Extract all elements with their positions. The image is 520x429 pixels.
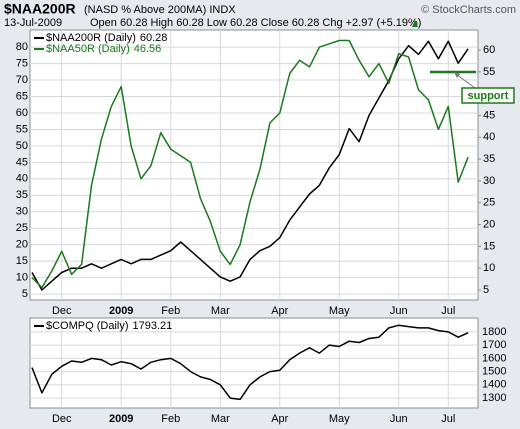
plots: Dec 2009 Feb Mar Apr May Jun Jul 5 10 15 20 25 30 35 40… <box>16 29 506 425</box>
y2-tick-label: 35 <box>483 153 495 165</box>
x-tick-label: Jul <box>441 305 455 317</box>
y-tick-label: 70 <box>16 74 28 86</box>
x-tick-label: Jun <box>390 305 408 317</box>
y-tick-label: 1800 <box>482 326 506 338</box>
y-tick-label: 1400 <box>482 379 506 391</box>
chart-title: $NAA200R <box>4 1 76 17</box>
legend-value: 46.56 <box>134 43 162 55</box>
legend-label: $NAA50R (Daily) <box>46 43 130 55</box>
arrow-head <box>454 72 460 78</box>
y-tick-label: 35 <box>16 189 28 201</box>
y-tick-label: 25 <box>16 222 28 234</box>
y-tick-label: 40 <box>16 173 28 185</box>
y-tick-label: 1700 <box>482 339 506 351</box>
x-tick-label: Apr <box>271 305 288 317</box>
y2-tick-label: 5 <box>483 284 489 296</box>
series-line <box>31 39 469 289</box>
quote: Open 60.28 High 60.28 Low 60.28 Close 60… <box>90 17 421 29</box>
y2-tick-label: 60 <box>483 44 495 56</box>
y-tick-label: 30 <box>16 206 28 218</box>
x-tick-label: 2009 <box>109 305 133 317</box>
y-tick-label: 15 <box>16 255 28 267</box>
legend-label: $COMPQ (Daily) <box>46 320 129 332</box>
y-tick-label: 65 <box>16 90 28 102</box>
y-tick-label: 1300 <box>482 392 506 404</box>
watermark: © StockCharts.com <box>421 4 516 16</box>
y-tick-label: 75 <box>16 57 28 69</box>
x-tick-label: May <box>329 413 350 425</box>
legend-value: 60.28 <box>140 32 168 44</box>
y-tick-label: 10 <box>16 272 28 284</box>
y2-tick-label: 20 <box>483 218 495 230</box>
annotation-text: support <box>468 90 509 102</box>
y-tick-label: 1600 <box>482 352 506 364</box>
x-tick-label: 2009 <box>109 413 133 425</box>
y-tick-label: 1500 <box>482 366 506 378</box>
x-tick-label: Dec <box>52 305 72 317</box>
series-line <box>31 40 469 291</box>
date: 13-Jul-2009 <box>4 17 62 29</box>
x-tick-label: Feb <box>161 305 180 317</box>
x-tick-label: Jul <box>441 413 455 425</box>
y2-tick-label: 40 <box>483 131 495 143</box>
y-tick-label: 5 <box>22 288 28 300</box>
y-tick-label: 45 <box>16 156 28 168</box>
y-tick-label: 60 <box>16 107 28 119</box>
y-tick-label: 80 <box>16 41 28 53</box>
x-tick-label: Jun <box>390 413 408 425</box>
x-tick-label: May <box>329 305 350 317</box>
y-tick-label: 55 <box>16 123 28 135</box>
plot-panel <box>29 317 479 409</box>
y2-tick-label: 25 <box>483 197 495 209</box>
series-line <box>31 324 469 401</box>
y2-tick-label: 10 <box>483 262 495 274</box>
annotation: support <box>430 70 515 104</box>
y2-tick-label: 30 <box>483 175 495 187</box>
annotation-box <box>461 87 515 104</box>
y-tick-label: 50 <box>16 140 28 152</box>
up-arrow <box>412 20 418 27</box>
y-tick-label: 20 <box>16 239 28 251</box>
legend-value: 1793.21 <box>133 320 173 332</box>
plot-panel <box>29 29 479 301</box>
x-tick-label: Feb <box>161 413 180 425</box>
x-tick-label: Mar <box>211 305 230 317</box>
annotation-arrow <box>455 73 476 89</box>
y2-tick-label: 15 <box>483 240 495 252</box>
y2-tick-label: 45 <box>483 109 495 121</box>
x-tick-label: Mar <box>211 413 230 425</box>
x-tick-label: Apr <box>271 413 288 425</box>
legend-label: $NAA200R (Daily) <box>46 32 136 44</box>
chart-subtitle: (NASD % Above 200MA) INDX <box>84 4 236 16</box>
x-tick-label: Dec <box>52 413 72 425</box>
y2-tick-label: 55 <box>483 66 495 78</box>
